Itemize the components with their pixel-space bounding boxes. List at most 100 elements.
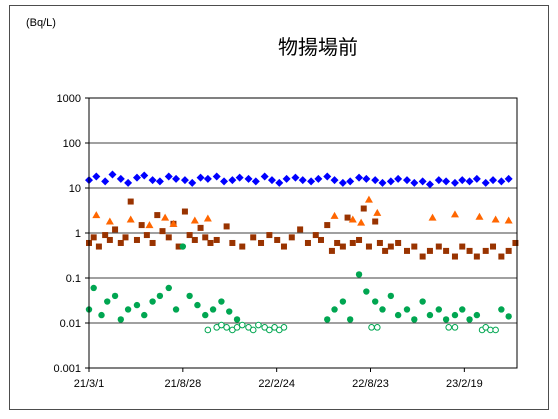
data-point-triangle xyxy=(475,212,484,220)
data-point-circle xyxy=(233,316,241,323)
data-point-triangle xyxy=(504,216,513,224)
data-point-open-circle xyxy=(266,326,273,334)
x-tick-label: 22/2/24 xyxy=(258,378,295,390)
series-circle-open xyxy=(204,321,499,334)
data-point-open-circle xyxy=(255,321,262,329)
data-point-diamond xyxy=(172,174,181,183)
gridlines xyxy=(89,142,517,324)
data-point-diamond xyxy=(92,172,101,181)
data-point-square xyxy=(482,247,489,254)
data-point-square xyxy=(324,222,331,229)
data-point-square xyxy=(339,243,346,250)
data-point-square xyxy=(95,243,102,250)
data-point-diamond xyxy=(418,177,427,186)
data-point-square xyxy=(490,243,497,250)
data-point-square xyxy=(498,253,505,260)
data-point-diamond xyxy=(267,176,276,185)
data-point-diamond xyxy=(338,178,347,187)
data-point-diamond xyxy=(458,176,467,185)
data-point-circle xyxy=(442,316,450,323)
data-point-circle xyxy=(426,311,434,319)
data-point-diamond xyxy=(346,177,355,186)
data-point-diamond xyxy=(450,178,459,187)
data-point-circle xyxy=(379,306,386,313)
data-point-diamond xyxy=(481,178,490,187)
data-points xyxy=(85,170,519,334)
data-point-circle xyxy=(355,271,363,278)
data-point-diamond xyxy=(132,173,141,182)
data-point-circle xyxy=(505,313,512,320)
chart-frame: (Bq/L) 物揚場前 1000 100 10 1 0.1 0.01 0.001 21/3/… xyxy=(9,5,549,410)
data-point-square xyxy=(473,253,480,260)
data-point-triangle xyxy=(190,216,199,224)
data-point-open-circle xyxy=(218,321,225,329)
data-point-square xyxy=(344,214,351,221)
data-point-diamond xyxy=(465,177,474,186)
data-point-diamond xyxy=(260,172,269,181)
data-point-open-circle xyxy=(204,326,212,334)
data-point-circle xyxy=(141,311,148,319)
data-point-square xyxy=(365,243,372,250)
data-point-diamond xyxy=(275,178,284,187)
data-point-open-circle xyxy=(249,326,257,334)
data-point-square xyxy=(419,253,426,260)
data-point-square xyxy=(404,247,411,254)
data-point-open-circle xyxy=(445,324,453,331)
data-point-triangle xyxy=(126,215,135,223)
data-point-diamond xyxy=(155,177,164,186)
x-tick-label: 21/8/28 xyxy=(164,378,201,390)
data-point-circle xyxy=(372,298,379,305)
data-point-open-circle xyxy=(451,324,459,331)
data-point-diamond xyxy=(164,172,173,181)
data-point-diamond xyxy=(410,178,419,187)
x-tick-label: 22/8/23 xyxy=(352,378,389,390)
data-point-square xyxy=(382,247,389,254)
x-tick-label: 23/2/19 xyxy=(446,378,483,390)
data-point-circle xyxy=(346,316,354,323)
data-point-square xyxy=(435,243,442,250)
data-point-open-circle xyxy=(373,324,381,331)
data-point-square xyxy=(274,236,281,243)
data-point-circle xyxy=(90,284,97,292)
data-point-diamond xyxy=(394,174,403,183)
data-point-square xyxy=(223,223,230,230)
data-point-circle xyxy=(156,292,164,300)
data-point-diamond xyxy=(355,173,364,182)
data-point-open-circle xyxy=(280,324,288,331)
data-point-diamond xyxy=(282,174,291,183)
data-point-diamond xyxy=(228,176,237,185)
data-point-circle xyxy=(394,311,402,319)
data-point-open-circle xyxy=(223,324,230,331)
data-point-square xyxy=(122,234,129,241)
data-point-triangle xyxy=(428,213,437,221)
plot-area xyxy=(88,97,518,369)
data-point-square xyxy=(250,234,257,241)
data-point-square xyxy=(356,236,363,243)
data-point-triangle xyxy=(203,214,212,222)
data-point-diamond xyxy=(403,176,412,185)
data-point-square xyxy=(149,239,156,246)
data-point-diamond xyxy=(386,177,395,186)
data-point-circle xyxy=(363,288,370,295)
data-point-square xyxy=(297,226,304,233)
data-point-circle xyxy=(411,316,418,323)
data-point-diamond xyxy=(108,170,117,179)
data-point-triangle xyxy=(105,217,114,225)
data-point-diamond xyxy=(298,176,307,185)
y-axis-unit: (Bq/L) xyxy=(26,17,56,29)
data-point-circle xyxy=(473,311,481,319)
data-point-square xyxy=(143,232,150,239)
data-point-circle xyxy=(451,311,459,319)
data-point-circle xyxy=(179,243,187,250)
data-point-diamond xyxy=(504,174,513,183)
data-point-triangle xyxy=(92,211,101,219)
y-tick-label: 0.1 xyxy=(66,273,81,285)
data-point-square xyxy=(90,234,97,241)
data-point-circle xyxy=(226,308,233,315)
data-point-diamond xyxy=(220,177,229,186)
data-point-circle xyxy=(218,298,225,305)
data-point-open-circle xyxy=(368,324,375,331)
data-point-diamond xyxy=(489,176,498,185)
data-point-square xyxy=(280,243,287,250)
data-point-triangle xyxy=(161,213,170,221)
